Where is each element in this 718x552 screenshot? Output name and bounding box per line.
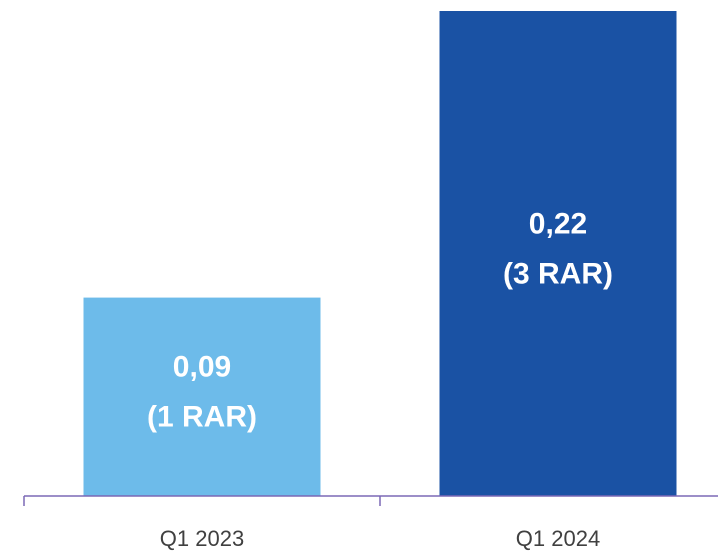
value-note: (1 RAR) <box>147 401 257 434</box>
value-label: 0,09 <box>173 351 231 384</box>
bar <box>439 11 677 496</box>
value-label: 0,22 <box>529 207 587 240</box>
value-note: (3 RAR) <box>503 257 613 290</box>
x-tick-label: Q1 2023 <box>160 526 244 551</box>
bar <box>83 297 321 496</box>
x-tick-label: Q1 2024 <box>516 526 600 551</box>
